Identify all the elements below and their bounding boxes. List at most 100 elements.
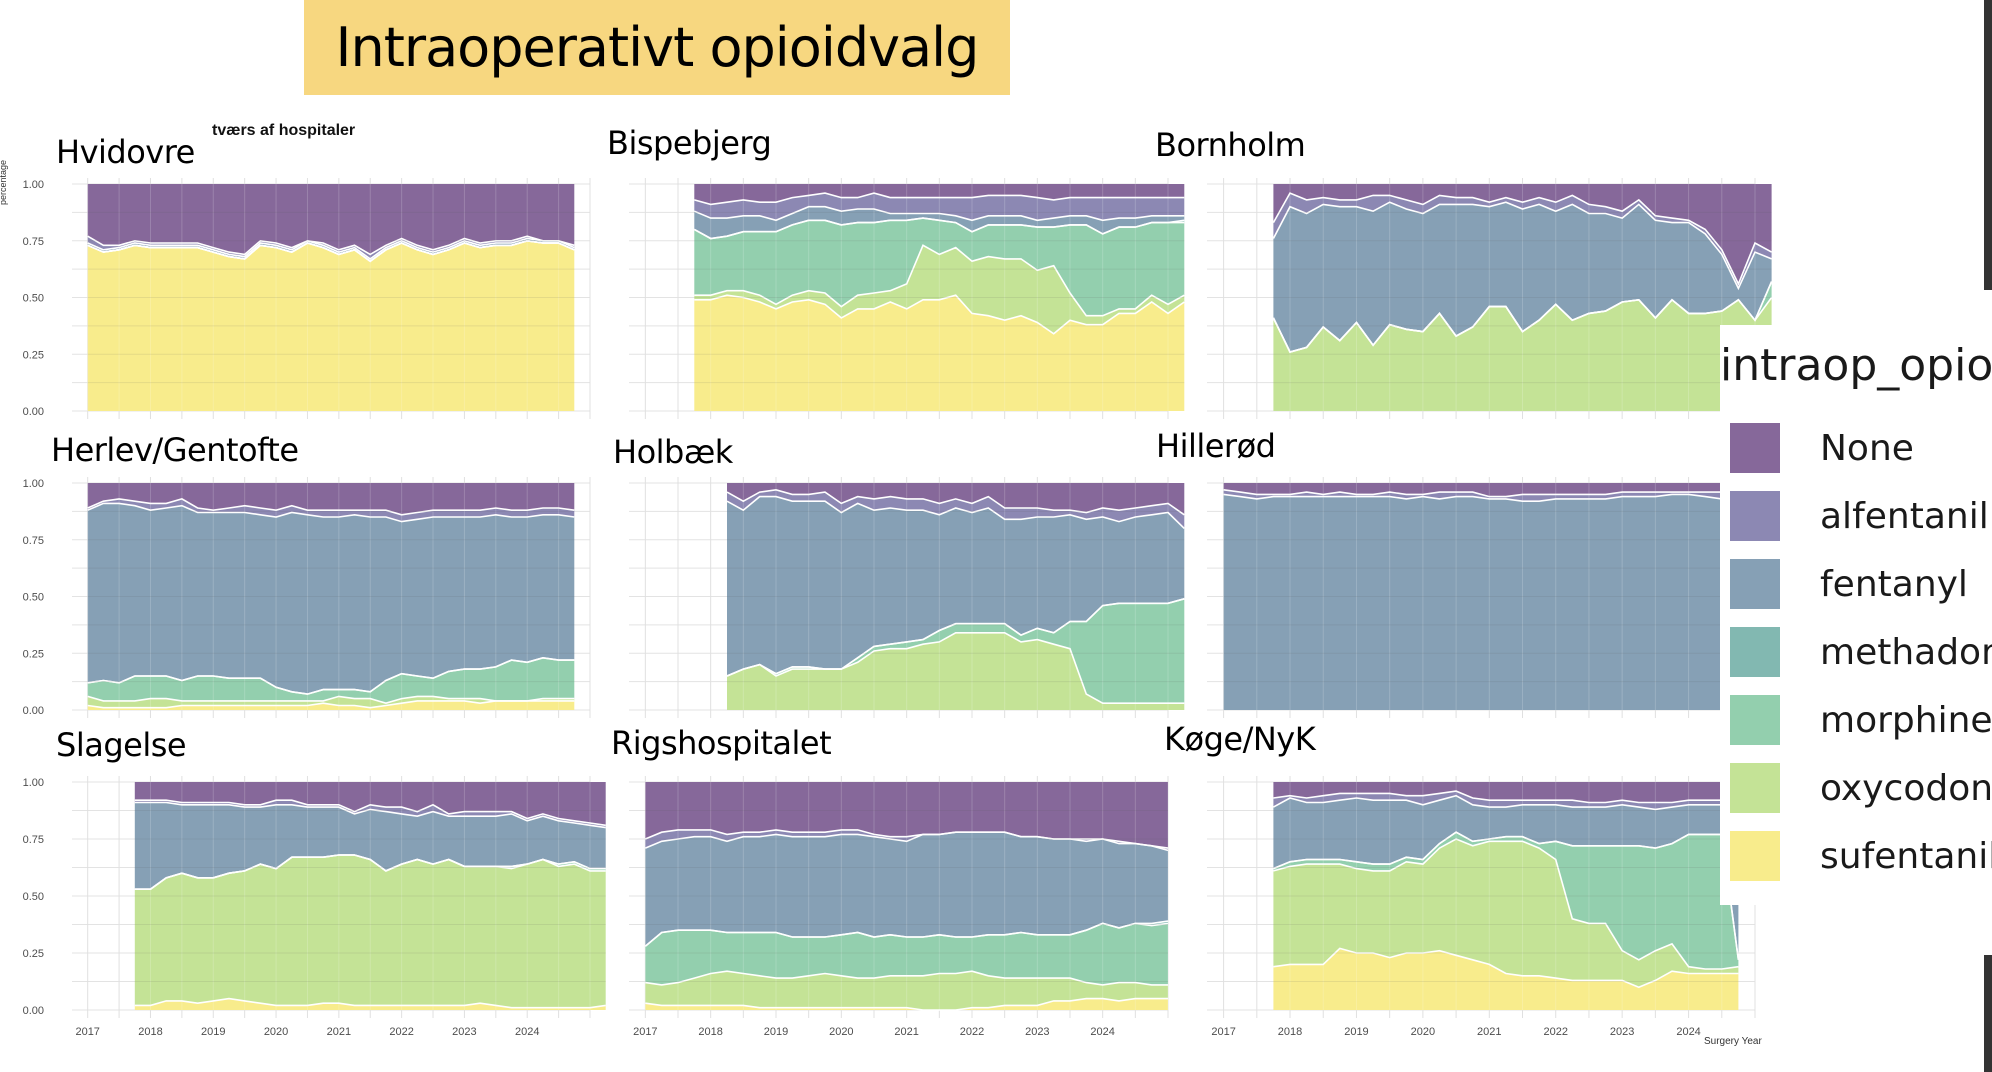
area-none [87, 483, 575, 515]
legend: intraop_opioid_ None alfentanil fentanyl me… [1720, 325, 1992, 905]
y-tick-label: 0.50 [23, 592, 44, 604]
area-sufentanil [87, 700, 575, 710]
y-tick-label: 0.00 [23, 705, 44, 717]
panel-title: Køge/NyK [1164, 720, 1316, 758]
y-tick-label: 1.00 [23, 777, 44, 789]
area-boundary [1272, 201, 1772, 291]
area-boundary [1273, 790, 1739, 804]
area-boundary [87, 695, 575, 705]
y-tick-label: 1.00 [23, 179, 44, 191]
panel-herlev-gentofte: 0.00 0.25 0.50 0.75 1.00 [23, 477, 591, 718]
panel-title: Hillerød [1156, 427, 1276, 465]
x-tick-label: 2023 [1025, 1026, 1049, 1038]
x-tick-label: 2019 [201, 1026, 225, 1038]
legend-swatch [1730, 491, 1780, 541]
area-boundary [1272, 281, 1773, 353]
x-tick-label: 2017 [1211, 1026, 1235, 1038]
area-boundary [694, 294, 1185, 335]
area-alfentanil [694, 193, 1185, 221]
area-boundary [693, 205, 1185, 222]
legend-title: intraop_opioid_ [1720, 340, 1992, 391]
page-title: Intraoperativt opioidvalg [335, 16, 980, 79]
legend-label: morphine [1820, 699, 1992, 741]
legend-item: morphine [1730, 692, 1992, 748]
y-tick-label: 0.75 [23, 535, 44, 547]
area-sufentanil [645, 998, 1168, 1010]
y-tick-label: 0.00 [23, 406, 44, 418]
x-tick-label: 2024 [1090, 1026, 1114, 1038]
area-morphine [645, 923, 1168, 985]
area-boundary [644, 829, 1169, 849]
x-tick-label: 2024 [1676, 1026, 1700, 1038]
y-tick-label: 0.75 [23, 236, 44, 248]
x-tick-label: 2017 [633, 1026, 657, 1038]
area-none [1273, 782, 1739, 803]
area-fentanyl [1273, 202, 1772, 352]
legend-swatch [1730, 627, 1780, 677]
area-fentanyl [1223, 494, 1722, 710]
panel-bispebjerg [629, 178, 1185, 419]
area-oxycodone [645, 971, 1168, 1010]
area-boundary [134, 854, 606, 890]
area-oxycodone [1273, 297, 1772, 411]
y-tick-label: 0.50 [23, 891, 44, 903]
area-fentanyl [1273, 795, 1739, 960]
x-tick-label: 2018 [698, 1026, 722, 1038]
area-oxycodone [134, 855, 606, 1008]
y-tick-label: 0.50 [23, 293, 44, 305]
area-boundary [693, 217, 1185, 240]
panel-holbæk [629, 477, 1185, 718]
area-oxycodone [694, 245, 1185, 334]
legend-swatch [1730, 695, 1780, 745]
y-tick-label: 0.25 [23, 349, 44, 361]
area-boundary [726, 598, 1185, 677]
y-tick-label: 0.25 [23, 648, 44, 660]
area-boundary [87, 235, 575, 256]
area-fentanyl [87, 503, 575, 695]
area-boundary [87, 656, 575, 695]
area-boundary [1273, 947, 1739, 989]
panel-bornholm [1207, 178, 1773, 419]
legend-swatch [1730, 559, 1780, 609]
legend-item: oxycodone [1730, 760, 1992, 816]
area-boundary [1223, 489, 1722, 498]
x-tick-label: 2021 [1477, 1026, 1501, 1038]
edge-bar-bottom [1984, 955, 1992, 1072]
panel-title: Hvidovre [56, 133, 195, 171]
edge-bar-top [1984, 0, 1992, 290]
panel-title: Rigshospitalet [611, 724, 832, 762]
area-sufentanil [1273, 948, 1739, 1010]
area-boundary [1223, 493, 1722, 502]
legend-swatch [1730, 763, 1780, 813]
area-sufentanil [134, 998, 606, 1010]
area-boundary [644, 831, 1169, 852]
area-fentanyl [694, 206, 1185, 239]
panel-hvidovre: 0.00 0.25 0.50 0.75 1.00 [23, 178, 591, 419]
legend-item: fentanyl [1730, 556, 1968, 612]
legend-swatch [1730, 423, 1780, 473]
area-boundary [694, 192, 1185, 206]
x-tick-label: 2021 [894, 1026, 918, 1038]
area-none [645, 782, 1168, 849]
panel-rigshospitalet: 2017 2018 2019 2020 2021 2022 2023 2024 [629, 776, 1169, 1038]
area-boundary [645, 997, 1168, 1011]
x-tick-label: 2020 [1411, 1026, 1435, 1038]
area-alfentanil [1273, 193, 1772, 289]
x-tick-label: 2024 [515, 1026, 539, 1038]
y-tick-label: 0.25 [23, 948, 44, 960]
x-tick-label: 2017 [75, 1026, 99, 1038]
area-fentanyl [134, 802, 606, 890]
area-boundary [726, 632, 1185, 704]
area-none [87, 184, 575, 255]
x-tick-label: 2020 [264, 1026, 288, 1038]
x-tick-label: 2022 [960, 1026, 984, 1038]
x-tick-label: 2020 [829, 1026, 853, 1038]
area-alfentanil [727, 489, 1185, 529]
x-tick-label: 2023 [452, 1026, 476, 1038]
legend-label: fentanyl [1820, 563, 1968, 605]
panel-title: Holbæk [613, 433, 733, 471]
legend-label: methadone [1820, 631, 1992, 673]
legend-item: alfentanil [1730, 488, 1989, 544]
y-tick-label: 1.00 [23, 478, 44, 490]
